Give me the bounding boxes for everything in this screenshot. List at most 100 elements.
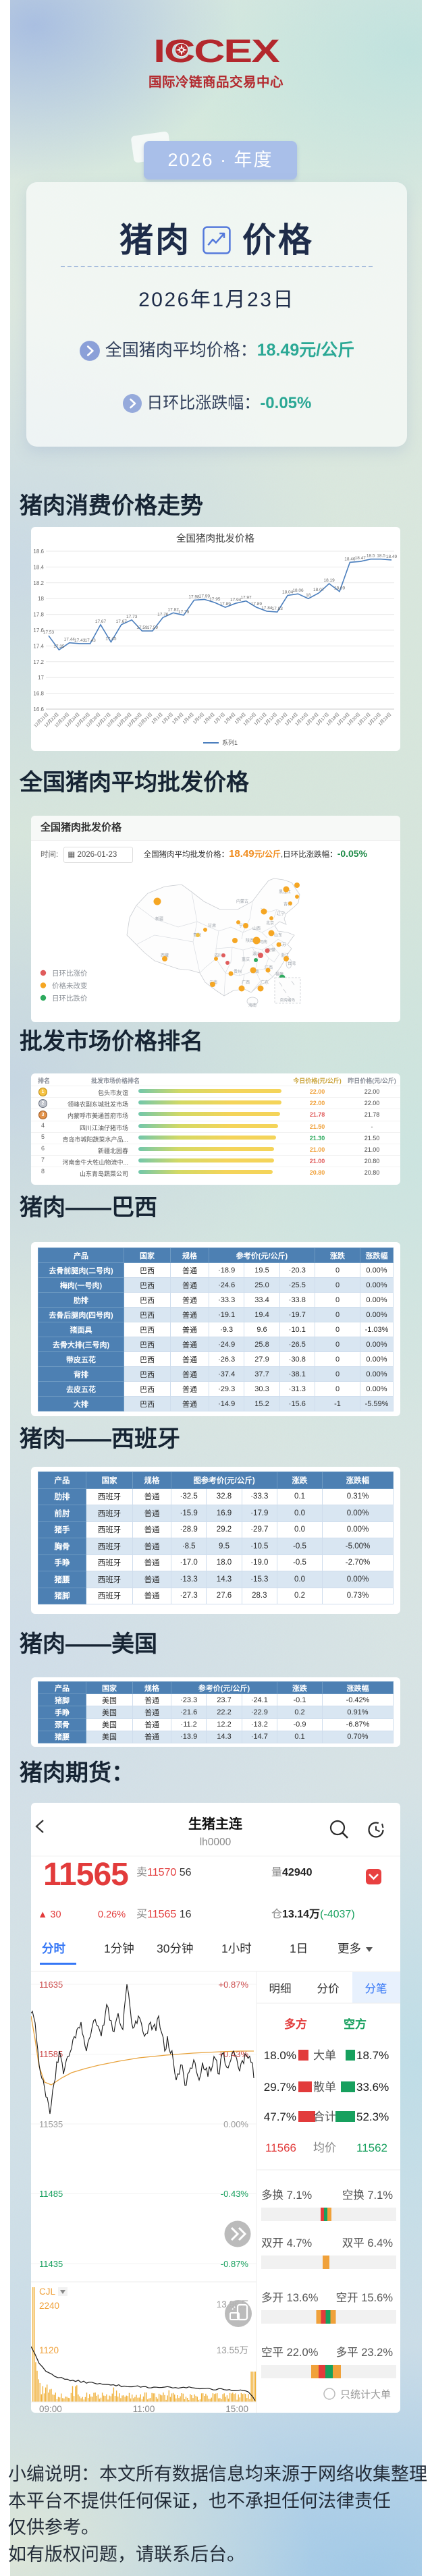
- svg-text:山东: 山东: [274, 932, 282, 938]
- svg-text:吉林: 吉林: [284, 901, 292, 907]
- svg-text:17.76: 17.76: [157, 612, 169, 617]
- svg-text:大单: 大单: [313, 2049, 336, 2062]
- svg-text:11566: 11566: [265, 2141, 296, 2154]
- svg-text:海南: 海南: [248, 1003, 256, 1008]
- svg-text:17: 17: [38, 675, 44, 681]
- svg-text:多平 23.2%: 多平 23.2%: [336, 2346, 394, 2359]
- svg-text:17.43: 17.43: [84, 638, 96, 643]
- svg-text:18.7%: 18.7%: [356, 2049, 389, 2062]
- svg-text:17.82: 17.82: [168, 607, 180, 612]
- svg-text:浙江: 浙江: [281, 953, 289, 958]
- svg-text:多换 7.1%: 多换 7.1%: [261, 2189, 313, 2202]
- svg-text:分笔: 分笔: [365, 1982, 387, 1995]
- svg-text:空平 22.0%: 空平 22.0%: [261, 2346, 319, 2359]
- svg-text:0.00%: 0.00%: [223, 2119, 248, 2129]
- svg-text:广西: 广西: [242, 980, 250, 985]
- svg-text:16.6: 16.6: [33, 706, 44, 712]
- svg-text:30分钟: 30分钟: [157, 1942, 193, 1955]
- svg-text:仓13.14万(-4037): 仓13.14万(-4037): [271, 1908, 355, 1920]
- svg-text:17.53: 17.53: [43, 630, 55, 635]
- svg-text:lh0000: lh0000: [200, 1837, 232, 1848]
- svg-text:系列1: 系列1: [222, 739, 238, 746]
- svg-text:18.04: 18.04: [282, 590, 294, 595]
- svg-text:13.55万: 13.55万: [217, 2345, 248, 2355]
- svg-text:价格未改变: 价格未改变: [52, 982, 88, 990]
- svg-text:11535: 11535: [39, 2119, 63, 2129]
- svg-text:11635: 11635: [39, 1980, 63, 1990]
- svg-text:1分钟: 1分钟: [104, 1942, 134, 1955]
- svg-text:南海诸岛: 南海诸岛: [280, 997, 296, 1003]
- svg-text:11562: 11562: [356, 2141, 387, 2154]
- svg-text:17.83: 17.83: [272, 607, 284, 611]
- svg-text:1小时: 1小时: [221, 1942, 252, 1955]
- svg-text:11565: 11565: [43, 1857, 128, 1893]
- svg-text:18.46: 18.46: [344, 557, 356, 561]
- svg-text:11435: 11435: [39, 2259, 63, 2269]
- svg-text:17.67: 17.67: [95, 619, 107, 624]
- svg-text:+0.87%: +0.87%: [219, 1980, 249, 1990]
- svg-text:18.2: 18.2: [33, 580, 44, 586]
- svg-text:分时: 分时: [42, 1942, 65, 1955]
- svg-text:18.07: 18.07: [313, 588, 325, 592]
- svg-text:15:00: 15:00: [225, 2404, 248, 2413]
- svg-text:11485: 11485: [39, 2189, 63, 2199]
- svg-text:江苏: 江苏: [278, 942, 286, 947]
- svg-text:17.4: 17.4: [33, 643, 44, 649]
- svg-text:山西: 山西: [252, 926, 261, 931]
- svg-text:17.6: 17.6: [33, 627, 44, 634]
- svg-text:明细: 明细: [269, 1982, 292, 1995]
- svg-text:17.73: 17.73: [126, 615, 138, 619]
- svg-text:多开 13.6%: 多开 13.6%: [261, 2291, 319, 2304]
- svg-text:17.43: 17.43: [74, 638, 86, 643]
- svg-text:甘肃: 甘肃: [208, 923, 216, 928]
- svg-text:18.09: 18.09: [334, 586, 346, 591]
- svg-text:0.26%: 0.26%: [98, 1909, 126, 1920]
- svg-text:湖北: 湖北: [252, 951, 261, 957]
- svg-text:17.89: 17.89: [251, 602, 263, 607]
- svg-text:18.6: 18.6: [33, 549, 44, 555]
- svg-text:18.5: 18.5: [377, 554, 385, 559]
- svg-text:17.2: 17.2: [33, 659, 44, 665]
- svg-text:17.84: 17.84: [261, 606, 273, 611]
- svg-text:16.8: 16.8: [33, 691, 44, 697]
- svg-text:17.95: 17.95: [209, 597, 221, 602]
- svg-text:空开 15.6%: 空开 15.6%: [336, 2291, 394, 2304]
- svg-text:河南: 河南: [259, 939, 267, 945]
- svg-text:18: 18: [38, 596, 44, 602]
- svg-text:双开 4.7%: 双开 4.7%: [261, 2237, 313, 2249]
- svg-text:18.49: 18.49: [386, 555, 398, 559]
- svg-text:量42940: 量42940: [271, 1867, 313, 1878]
- svg-text:四川: 四川: [215, 953, 223, 958]
- svg-text:均价: 均价: [313, 2141, 336, 2154]
- svg-text:陕西: 陕西: [246, 938, 254, 943]
- svg-text:CJL: CJL: [39, 2287, 55, 2297]
- svg-text:空方: 空方: [344, 2017, 367, 2031]
- svg-text:11:00: 11:00: [133, 2404, 155, 2413]
- svg-text:国际冷链商品交易中心: 国际冷链商品交易中心: [148, 74, 284, 90]
- svg-text:18.06: 18.06: [292, 588, 304, 593]
- svg-text:安徽: 安徽: [267, 947, 275, 953]
- svg-text:只统计大单: 只统计大单: [340, 2389, 391, 2401]
- svg-text:双平 6.4%: 双平 6.4%: [342, 2237, 394, 2249]
- svg-text:生猪主连: 生猪主连: [188, 1816, 243, 1832]
- svg-text:-0.43%: -0.43%: [221, 2189, 249, 2199]
- svg-text:散单: 散单: [313, 2081, 336, 2094]
- svg-text:全国猪肉批发价格: 全国猪肉批发价格: [176, 532, 254, 544]
- svg-text:17.89: 17.89: [220, 602, 232, 607]
- svg-text:福建: 福建: [275, 972, 284, 977]
- svg-text:17.44: 17.44: [64, 638, 76, 642]
- svg-text:1120: 1120: [39, 2345, 59, 2355]
- svg-text:17.35: 17.35: [53, 644, 65, 649]
- svg-text:18.19: 18.19: [323, 578, 335, 583]
- svg-text:2240: 2240: [39, 2301, 59, 2311]
- svg-text:33.6%: 33.6%: [356, 2081, 389, 2094]
- svg-text:广东: 广东: [261, 980, 269, 985]
- svg-text:合计: 合计: [313, 2110, 336, 2123]
- svg-text:17.59: 17.59: [136, 625, 148, 630]
- svg-text:18: 18: [306, 593, 311, 598]
- svg-text:台湾: 台湾: [288, 961, 296, 966]
- svg-text:日环比跌价: 日环比跌价: [52, 994, 88, 1003]
- svg-text:17.79: 17.79: [178, 610, 190, 615]
- svg-text:日环比涨价: 日环比涨价: [52, 969, 88, 978]
- svg-text:贵州: 贵州: [234, 969, 242, 974]
